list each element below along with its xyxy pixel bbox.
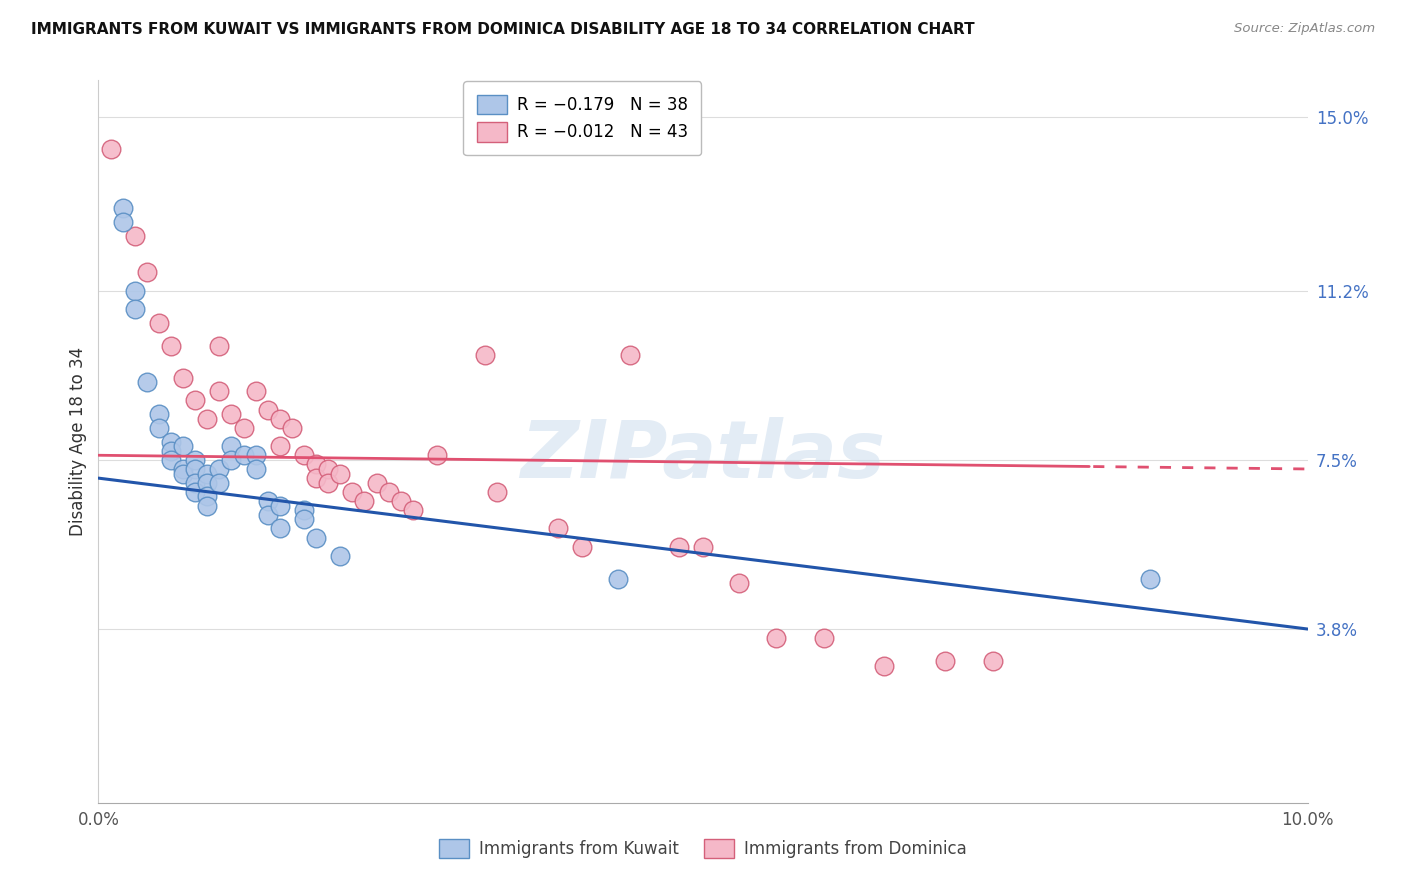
- Point: [148, 316, 170, 330]
- Point: [148, 407, 170, 421]
- Point: [269, 521, 291, 535]
- Point: [366, 475, 388, 490]
- Legend: R = −0.179   N = 38, R = −0.012   N = 43: R = −0.179 N = 38, R = −0.012 N = 43: [463, 81, 702, 155]
- Point: [305, 471, 328, 485]
- Point: [269, 439, 291, 453]
- Point: [100, 142, 122, 156]
- Point: [184, 475, 207, 490]
- Point: [269, 411, 291, 425]
- Text: ZIPatlas: ZIPatlas: [520, 417, 886, 495]
- Point: [184, 453, 207, 467]
- Y-axis label: Disability Age 18 to 34: Disability Age 18 to 34: [69, 347, 87, 536]
- Point: [135, 375, 157, 389]
- Point: [269, 499, 291, 513]
- Point: [208, 475, 231, 490]
- Point: [160, 453, 183, 467]
- Point: [111, 215, 134, 229]
- Point: [353, 494, 375, 508]
- Point: [184, 462, 207, 476]
- Point: [256, 494, 278, 508]
- Point: [316, 462, 339, 476]
- Point: [195, 499, 218, 513]
- Point: [172, 370, 194, 384]
- Point: [547, 521, 569, 535]
- Point: [245, 384, 267, 399]
- Point: [195, 475, 218, 490]
- Point: [305, 458, 328, 472]
- Point: [256, 508, 278, 522]
- Point: [124, 228, 146, 243]
- Point: [184, 393, 207, 408]
- Point: [934, 654, 956, 668]
- Point: [873, 658, 896, 673]
- Point: [813, 631, 835, 645]
- Point: [292, 512, 315, 526]
- Point: [160, 434, 183, 449]
- Point: [208, 338, 231, 352]
- Point: [160, 338, 183, 352]
- Point: [124, 284, 146, 298]
- Point: [281, 421, 304, 435]
- Point: [245, 448, 267, 462]
- Point: [329, 549, 352, 563]
- Point: [124, 301, 146, 316]
- Point: [389, 494, 412, 508]
- Point: [1139, 572, 1161, 586]
- Point: [172, 467, 194, 481]
- Point: [111, 202, 134, 216]
- Point: [728, 576, 751, 591]
- Point: [195, 467, 218, 481]
- Point: [256, 402, 278, 417]
- Point: [329, 467, 352, 481]
- Text: IMMIGRANTS FROM KUWAIT VS IMMIGRANTS FROM DOMINICA DISABILITY AGE 18 TO 34 CORRE: IMMIGRANTS FROM KUWAIT VS IMMIGRANTS FRO…: [31, 22, 974, 37]
- Point: [245, 462, 267, 476]
- Point: [232, 448, 254, 462]
- Point: [195, 490, 218, 504]
- Point: [292, 448, 315, 462]
- Point: [172, 439, 194, 453]
- Point: [571, 540, 593, 554]
- Point: [184, 484, 207, 499]
- Point: [765, 631, 787, 645]
- Point: [195, 411, 218, 425]
- Point: [402, 503, 425, 517]
- Point: [148, 421, 170, 435]
- Point: [221, 407, 243, 421]
- Point: [426, 448, 449, 462]
- Point: [619, 348, 641, 362]
- Point: [221, 453, 243, 467]
- Point: [692, 540, 714, 554]
- Point: [135, 265, 157, 279]
- Text: Source: ZipAtlas.com: Source: ZipAtlas.com: [1234, 22, 1375, 36]
- Point: [172, 462, 194, 476]
- Point: [208, 462, 231, 476]
- Point: [232, 421, 254, 435]
- Point: [668, 540, 690, 554]
- Point: [292, 503, 315, 517]
- Point: [474, 348, 496, 362]
- Point: [160, 443, 183, 458]
- Point: [305, 531, 328, 545]
- Point: [377, 484, 399, 499]
- Point: [486, 484, 509, 499]
- Point: [221, 439, 243, 453]
- Point: [316, 475, 339, 490]
- Point: [981, 654, 1004, 668]
- Point: [342, 484, 364, 499]
- Point: [208, 384, 231, 399]
- Point: [607, 572, 630, 586]
